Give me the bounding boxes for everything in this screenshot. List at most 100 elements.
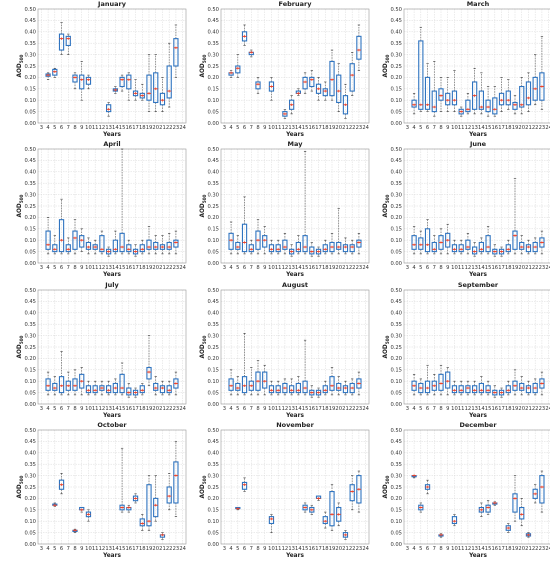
box-year-6 — [58, 351, 65, 396]
y-tick-label: 0.30 — [390, 192, 402, 198]
iqr-box — [126, 244, 132, 253]
x-tick-label: 13 — [288, 265, 295, 271]
y-tick-label: 0.50 — [390, 147, 402, 153]
x-tick-label: 15 — [302, 546, 309, 552]
y-tick-label: 0.30 — [207, 192, 219, 198]
y-tick-label: 0.40 — [207, 170, 219, 176]
box-year-14 — [112, 86, 118, 94]
box-year-9 — [262, 364, 268, 396]
x-tick-label: 16 — [492, 125, 499, 131]
box-year-11 — [92, 239, 98, 255]
iqr-box — [65, 35, 71, 47]
box-year-18 — [322, 239, 328, 255]
y-tick-label: 0.45 — [24, 18, 36, 24]
box-year-13 — [289, 95, 295, 115]
box-year-4 — [411, 226, 417, 255]
y-tick-label: 0.35 — [24, 322, 36, 328]
chart-title: March — [467, 0, 490, 8]
x-tick-label: 13 — [288, 546, 295, 552]
x-tick-label: 18 — [322, 125, 329, 131]
box-year-16 — [492, 86, 498, 117]
x-tick-label: 18 — [505, 125, 512, 131]
y-tick-label: 0.10 — [390, 519, 402, 525]
box-year-11 — [275, 239, 281, 255]
x-tick-label: 21 — [525, 546, 532, 552]
x-axis-label: Years — [468, 413, 487, 419]
iqr-box — [106, 104, 112, 113]
x-tick-label: 21 — [159, 546, 166, 552]
y-tick-label: 0.50 — [390, 288, 402, 294]
y-tick-label: 0.30 — [207, 333, 219, 339]
y-tick-label: 0.35 — [390, 462, 402, 468]
box-year-12 — [99, 230, 105, 255]
iqr-box — [275, 244, 281, 253]
iqr-box — [289, 385, 295, 394]
x-axis-label: Years — [102, 272, 121, 278]
box-year-5 — [235, 235, 241, 255]
iqr-box — [282, 239, 288, 250]
x-tick-label: 11 — [458, 546, 465, 552]
x-tick-label: 22 — [532, 406, 539, 412]
box-year-11 — [458, 239, 464, 255]
y-tick-label: 0.00 — [390, 261, 402, 267]
box-year-22 — [349, 239, 355, 255]
y-tick-label: 0.15 — [24, 368, 36, 374]
y-tick-label: 0.00 — [390, 402, 402, 408]
iqr-box — [166, 65, 172, 99]
iqr-box — [58, 219, 65, 253]
plot-frame — [403, 148, 550, 264]
box-year-6 — [58, 22, 65, 55]
box-year-13 — [289, 378, 295, 396]
x-tick-label: 15 — [119, 546, 126, 552]
iqr-box — [173, 38, 179, 67]
box-year-5 — [235, 376, 241, 396]
box-year-10 — [451, 514, 458, 527]
box-year-14 — [295, 235, 301, 255]
box-year-22 — [166, 473, 172, 511]
y-axis-label: AOD500 — [383, 194, 390, 217]
y-tick-label: 0.10 — [390, 379, 402, 385]
box-year-13 — [106, 102, 112, 117]
y-tick-label: 0.35 — [207, 41, 219, 47]
y-tick-label: 0.45 — [390, 299, 402, 305]
x-tick-label: 7 — [67, 125, 70, 131]
x-tick-label: 20 — [518, 125, 525, 131]
x-axis-label: Years — [285, 553, 304, 559]
box-year-20 — [153, 235, 159, 255]
y-tick-label: 0.20 — [24, 356, 36, 362]
box-year-23 — [539, 470, 545, 513]
x-tick-label: 15 — [119, 406, 126, 412]
y-tick-label: 0.10 — [24, 98, 36, 104]
x-tick-label: 22 — [532, 265, 539, 271]
x-tick-label: 7 — [250, 406, 253, 412]
x-tick-label: 24 — [545, 406, 550, 412]
iqr-box — [112, 239, 118, 253]
x-tick-label: 16 — [309, 125, 316, 131]
iqr-box — [126, 387, 132, 396]
y-tick-label: 0.50 — [207, 428, 219, 434]
iqr-box — [315, 248, 322, 255]
y-tick-label: 0.00 — [24, 121, 36, 127]
iqr-box — [255, 81, 261, 90]
x-tick-label: 3 — [223, 265, 226, 271]
box-year-10 — [268, 77, 275, 101]
y-tick-label: 0.20 — [24, 215, 36, 221]
iqr-box — [99, 235, 105, 253]
y-tick-label: 0.00 — [24, 261, 36, 267]
box-year-14 — [112, 230, 118, 255]
box-year-14 — [295, 376, 301, 396]
box-year-12 — [99, 380, 105, 396]
box-year-21 — [342, 530, 349, 540]
box-year-8 — [255, 219, 261, 255]
iqr-box — [505, 244, 511, 253]
box-year-15 — [119, 74, 125, 92]
y-tick-label: 0.20 — [24, 75, 36, 81]
chart-title: October — [97, 421, 127, 429]
chart-title: July — [104, 281, 119, 289]
y-axis-label: AOD500 — [200, 475, 207, 498]
box-year-15 — [302, 150, 308, 255]
x-tick-label: 18 — [139, 125, 146, 131]
iqr-box — [119, 232, 125, 253]
box-year-7 — [248, 239, 254, 255]
